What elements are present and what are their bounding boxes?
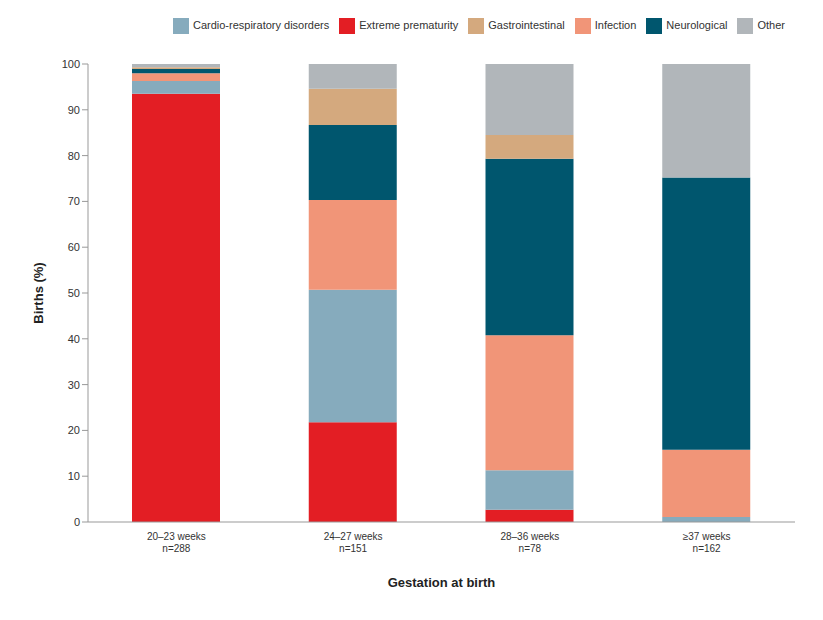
svg-text:20: 20 <box>68 424 80 436</box>
svg-text:30: 30 <box>68 379 80 391</box>
svg-text:20–23 weeks: 20–23 weeks <box>147 531 206 542</box>
svg-text:90: 90 <box>68 104 80 116</box>
svg-text:70: 70 <box>68 195 80 207</box>
html-text:Gastrointestinal: Gastrointestinal <box>488 18 565 31</box>
svg-text:n=162: n=162 <box>693 543 722 554</box>
svg-text:28–36 weeks: 28–36 weeks <box>500 531 559 542</box>
svg-text:Gestation at birth: Gestation at birth <box>388 575 496 590</box>
html-text:Cardio-respiratory disorders: Cardio-respiratory disorders <box>192 18 330 31</box>
svg-text:n=78: n=78 <box>519 543 542 554</box>
svg-text:n=151: n=151 <box>339 543 368 554</box>
svg-text:0: 0 <box>74 516 80 528</box>
html-text:Neurological: Neurological <box>666 18 728 31</box>
svg-text:n=288: n=288 <box>162 543 191 554</box>
svg-text:24–27 weeks: 24–27 weeks <box>324 531 383 542</box>
svg-text:40: 40 <box>68 333 80 345</box>
svg-text:10: 10 <box>68 470 80 482</box>
html-text:Infection: Infection <box>594 18 637 31</box>
html-text:Other: Other <box>757 18 785 31</box>
svg-text:50: 50 <box>68 287 80 299</box>
html-text:Extreme prematurity: Extreme prematurity <box>359 18 459 31</box>
svg-text:60: 60 <box>68 241 80 253</box>
svg-text:100: 100 <box>62 58 80 70</box>
svg-text:80: 80 <box>68 150 80 162</box>
svg-text:Births (%): Births (%) <box>31 262 46 323</box>
svg-text:≥37 weeks: ≥37 weeks <box>683 531 731 542</box>
